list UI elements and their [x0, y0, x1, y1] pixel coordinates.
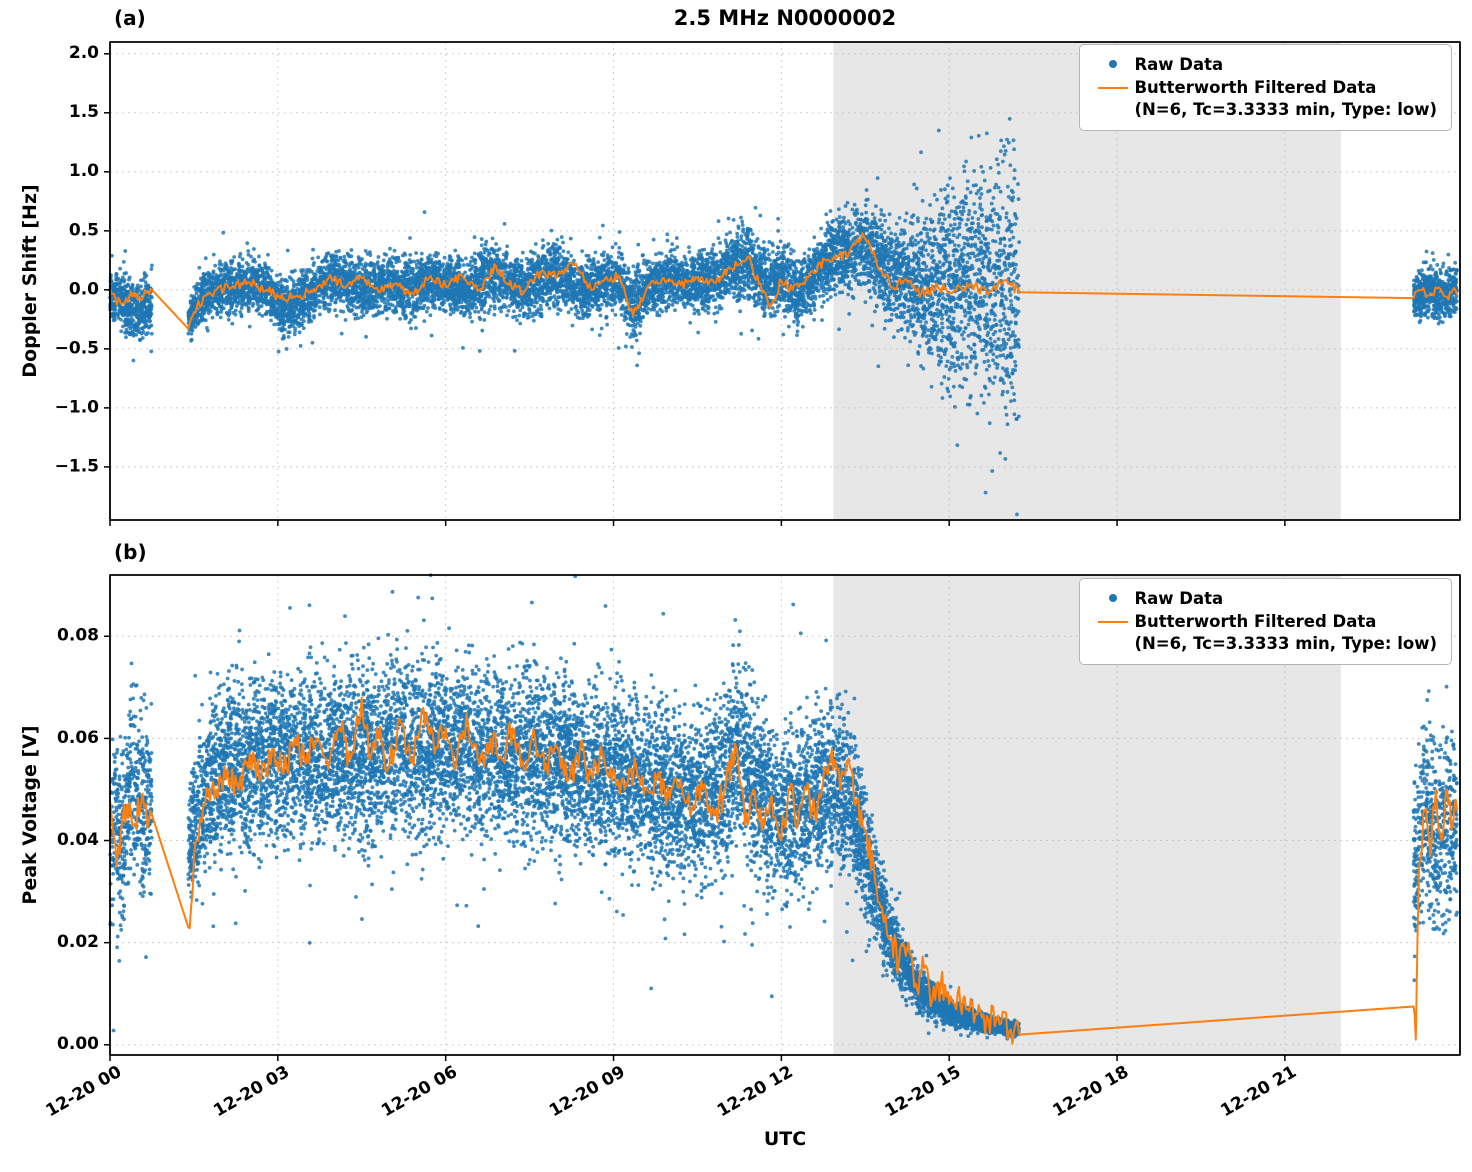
- filtered-data-marker-icon: [1098, 87, 1129, 90]
- legend-raw-entry: Raw Data: [1092, 54, 1437, 75]
- y-axis-label-doppler: Doppler Shift [Hz]: [19, 184, 41, 378]
- raw-data-marker-icon: [1109, 594, 1118, 602]
- panel-a-label: (a): [114, 6, 146, 30]
- legend-filtered-label: Butterworth Filtered Data: [1134, 612, 1377, 632]
- legend-panel-b: Raw Data Butterworth Filtered Data (N=6,…: [1079, 578, 1452, 666]
- legend-filtered-entry: Butterworth Filtered Data (N=6, Tc=3.333…: [1092, 77, 1437, 120]
- y-axis-label-voltage: Peak Voltage [V]: [19, 725, 41, 905]
- legend-panel-a: Raw Data Butterworth Filtered Data (N=6,…: [1079, 44, 1452, 132]
- chart-title: 2.5 MHz N0000002: [673, 6, 897, 30]
- x-axis-label: UTC: [763, 1128, 807, 1150]
- legend-filtered-sublabel: (N=6, Tc=3.3333 min, Type: low): [1134, 99, 1437, 119]
- legend-raw-label: Raw Data: [1134, 55, 1224, 74]
- raw-data-marker-icon: [1109, 60, 1118, 68]
- legend-filtered-label: Butterworth Filtered Data: [1134, 78, 1377, 98]
- legend-filtered-sublabel: (N=6, Tc=3.3333 min, Type: low): [1134, 633, 1437, 653]
- filtered-data-marker-icon: [1098, 621, 1129, 624]
- legend-raw-label: Raw Data: [1134, 589, 1224, 608]
- legend-filtered-entry: Butterworth Filtered Data (N=6, Tc=3.333…: [1092, 611, 1437, 654]
- legend-raw-entry: Raw Data: [1092, 588, 1437, 609]
- panel-b-label: (b): [114, 540, 147, 564]
